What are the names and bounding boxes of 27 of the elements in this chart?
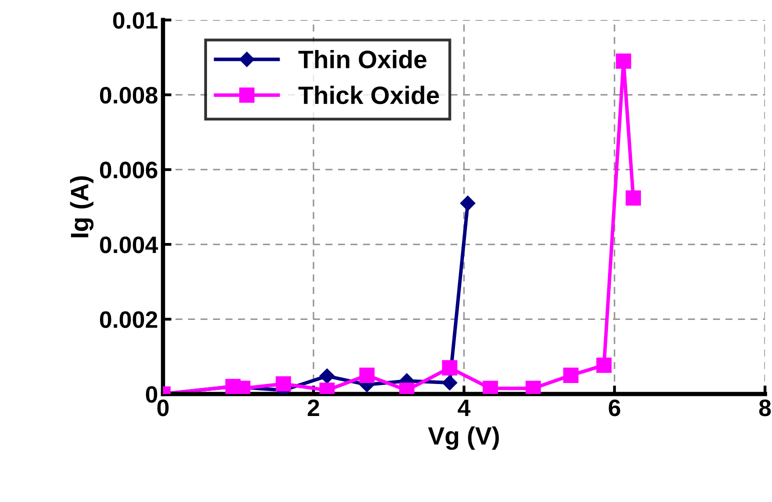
point [526, 380, 541, 394]
y-tick-label: 0.01 [113, 12, 158, 29]
point [319, 368, 335, 384]
x-tick-label: 0 [157, 399, 169, 416]
x-tick-label: 4 [458, 400, 470, 416]
y-axis-title: Ig (A) [70, 176, 94, 238]
y-tick-label: 0.008 [100, 86, 158, 104]
y-tick-label: 0.004 [100, 236, 158, 254]
point [460, 196, 476, 211]
point [359, 368, 375, 383]
point [482, 380, 498, 394]
y-tick-label: 0.006 [100, 162, 158, 178]
y-tick-label: 0.002 [100, 311, 158, 328]
x-axis-title: Vg (V) [428, 426, 499, 450]
point [616, 54, 632, 69]
point [596, 358, 612, 373]
point [442, 360, 458, 376]
y-tick-label: 0 [146, 386, 158, 403]
legend-label: Thick Oxide [298, 86, 439, 104]
legend-label: Thin Oxide [298, 50, 426, 68]
x-tick-label: 8 [759, 399, 771, 416]
x-tick-label: 2 [308, 399, 320, 416]
point [442, 375, 458, 390]
point [276, 376, 292, 392]
x-tick-label: 6 [608, 399, 620, 416]
point [563, 368, 578, 383]
point [626, 190, 641, 206]
